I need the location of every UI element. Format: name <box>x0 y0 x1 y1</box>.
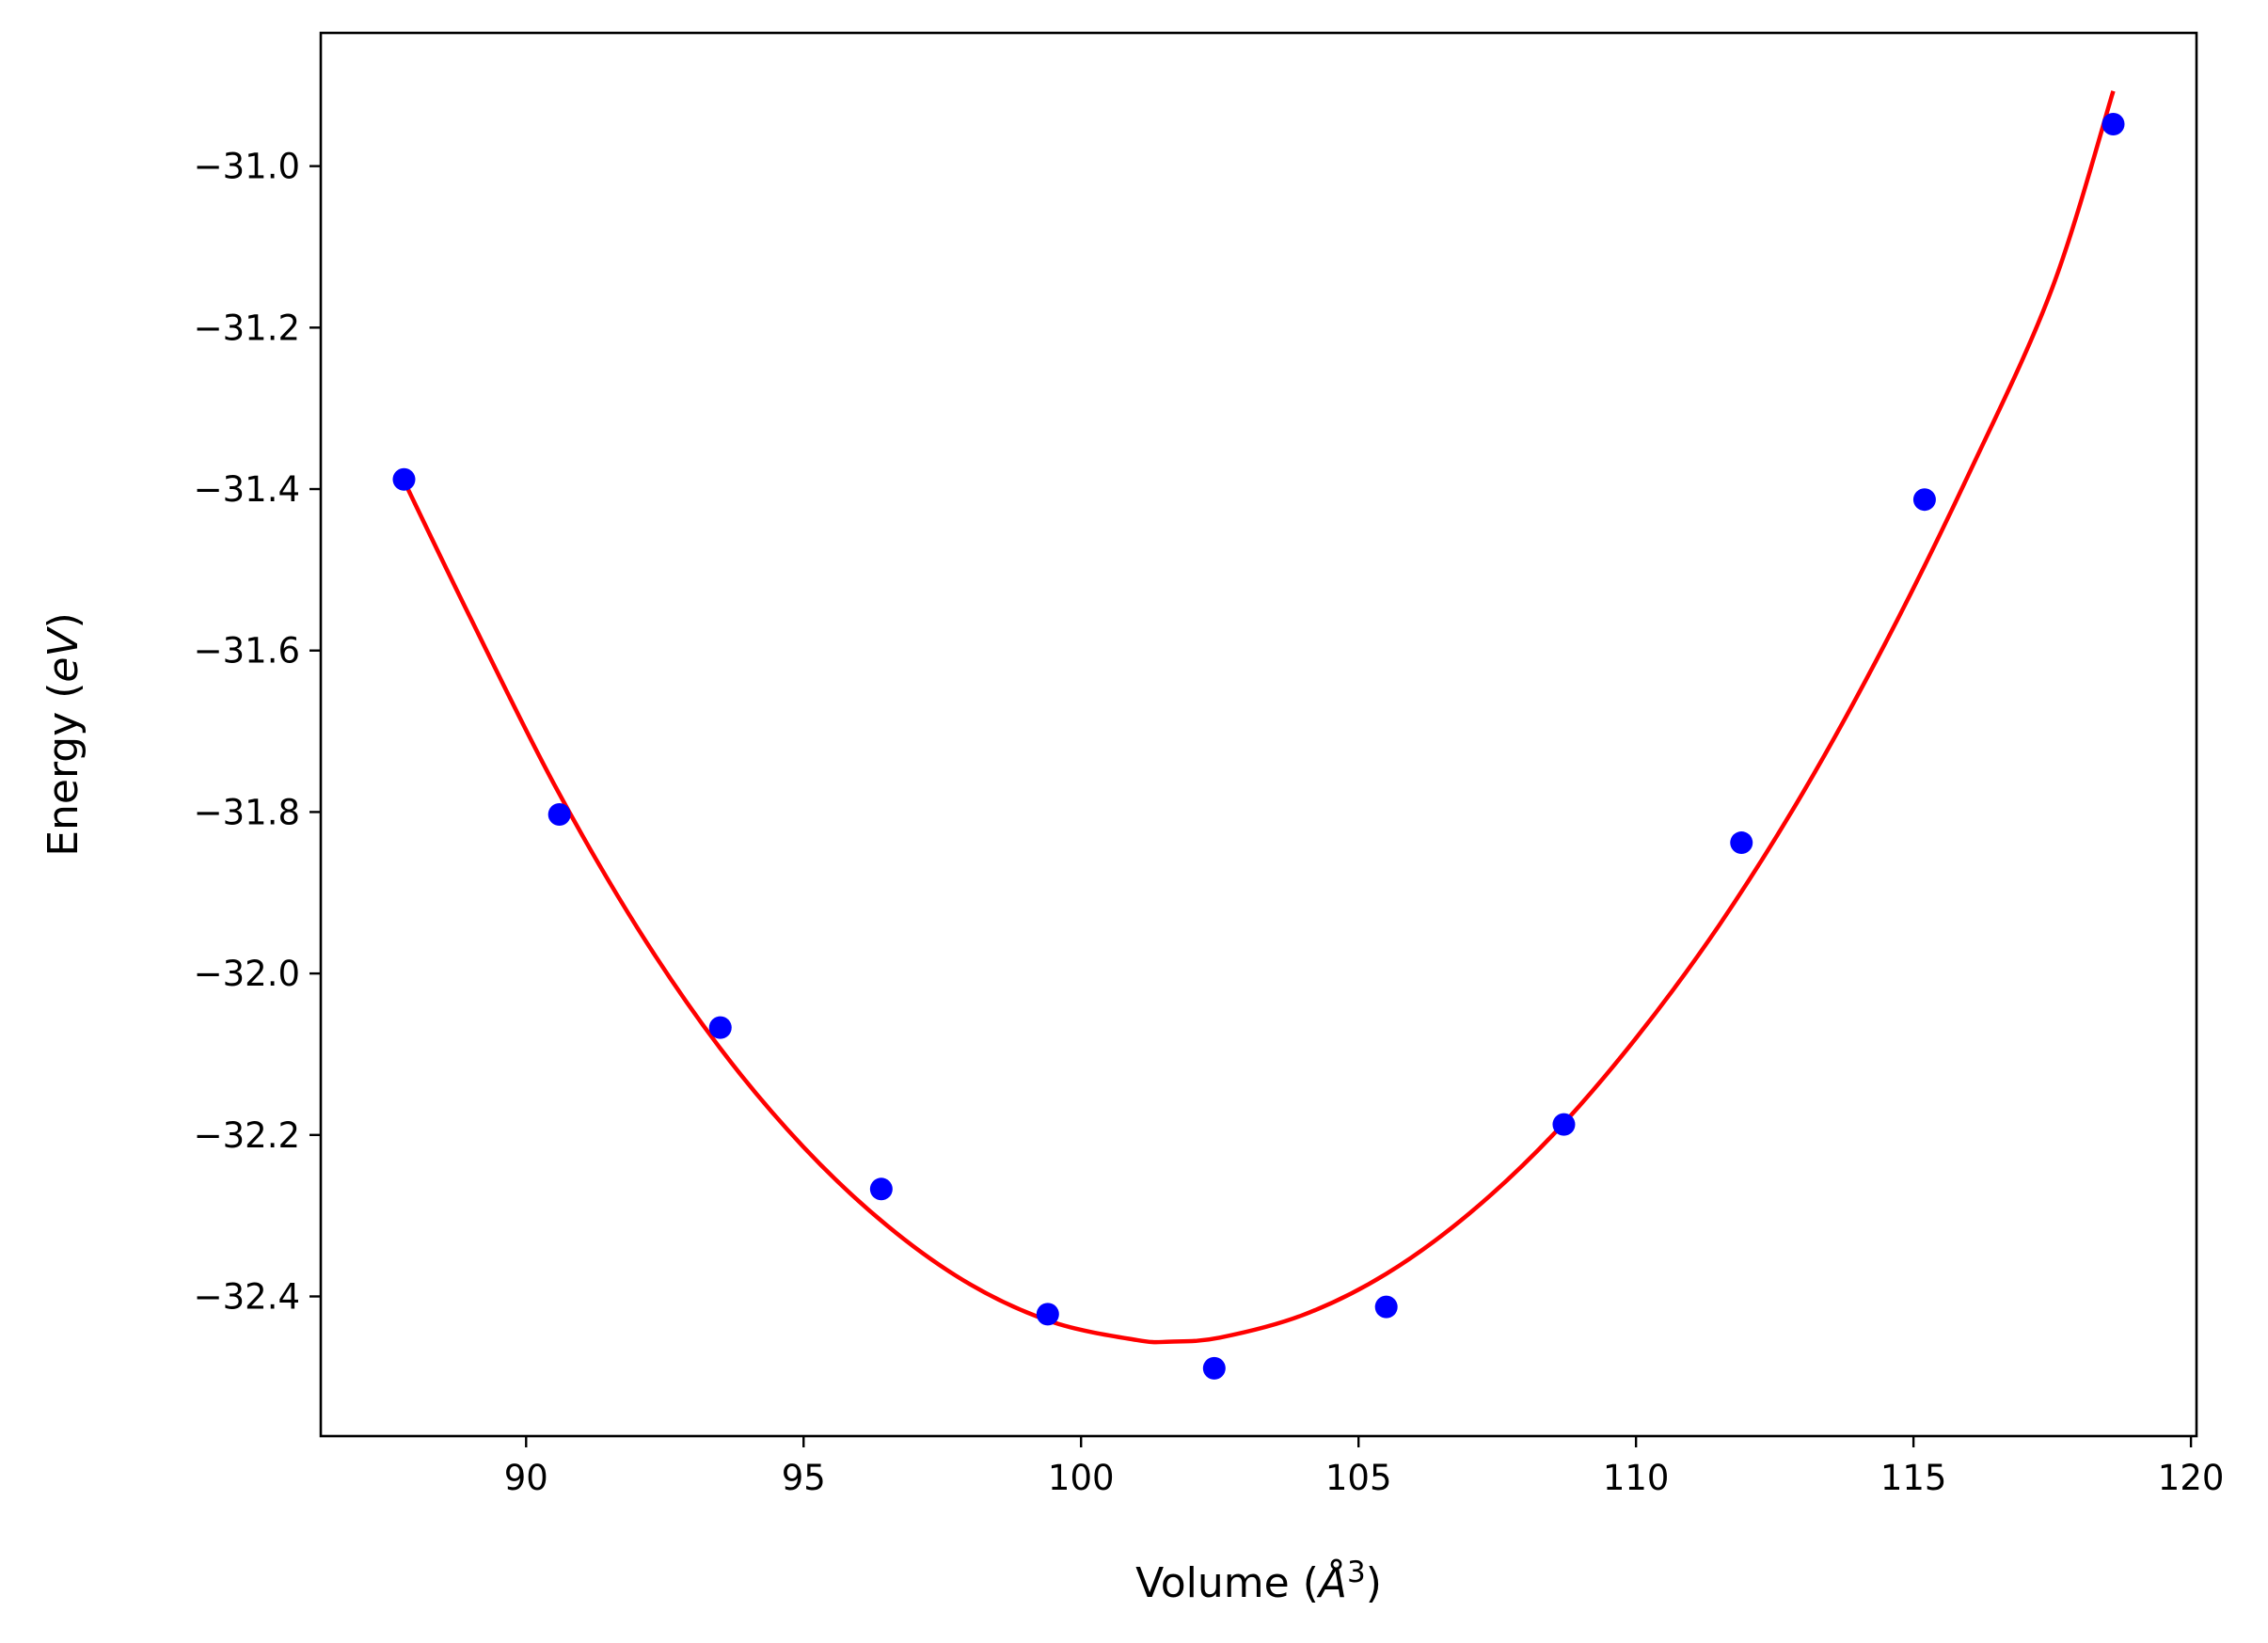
x-tick-label: 105 <box>1325 1458 1392 1498</box>
data-point <box>547 802 571 826</box>
y-axis-label: Energy (eV) <box>40 612 87 857</box>
x-axis-ticks: 90 95 100 105 110 115 120 <box>504 1436 2225 1498</box>
y-axis-ticks: −31.0 −31.2 −31.4 −31.6 −31.8 −32.0 −32.2 −32.4 <box>194 147 321 1317</box>
axes-frame <box>319 31 2198 1438</box>
data-point <box>708 1016 732 1039</box>
x-axis-label: Volume (Å3) <box>1135 1556 1382 1607</box>
plot-layer <box>392 90 2125 1380</box>
data-point <box>2101 113 2125 136</box>
x-tick-label: 110 <box>1603 1458 1670 1498</box>
fit-curve-line <box>402 90 2116 1345</box>
data-point <box>1912 488 1936 512</box>
x-tick-label: 90 <box>504 1458 548 1498</box>
y-tick-label: −31.2 <box>194 308 300 348</box>
data-point <box>1202 1356 1226 1380</box>
data-point <box>1036 1303 1059 1326</box>
data-point <box>1552 1113 1576 1136</box>
data-point <box>1374 1295 1398 1319</box>
y-tick-label: −32.2 <box>194 1115 300 1156</box>
data-point <box>392 467 416 491</box>
data-point <box>869 1177 893 1201</box>
data-point <box>1730 831 1753 855</box>
x-tick-label: 115 <box>1880 1458 1947 1498</box>
y-tick-label: −32.4 <box>194 1276 300 1317</box>
y-tick-label: −31.4 <box>194 469 300 510</box>
y-tick-label: −31.0 <box>194 147 300 187</box>
x-tick-label: 120 <box>2158 1458 2225 1498</box>
y-tick-label: −32.0 <box>194 954 300 994</box>
y-tick-label: −31.6 <box>194 631 300 671</box>
x-tick-label: 100 <box>1048 1458 1115 1498</box>
x-tick-label: 95 <box>782 1458 826 1498</box>
y-tick-label: −31.8 <box>194 792 300 832</box>
